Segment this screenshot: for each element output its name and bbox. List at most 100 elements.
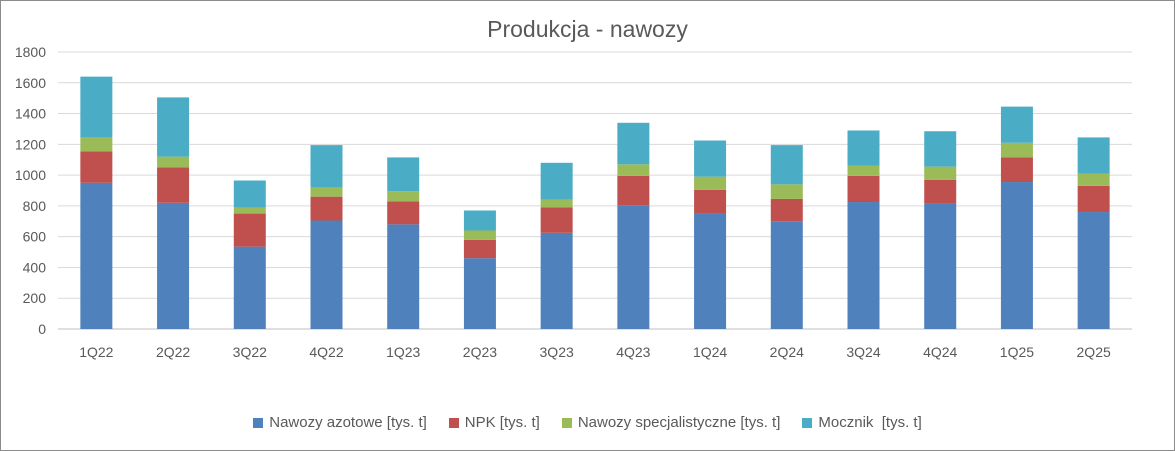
y-tick-label: 200 [23,290,47,306]
x-tick-label: 1Q24 [693,344,727,360]
bar-segment [80,151,113,183]
y-tick-label: 1600 [15,75,46,91]
bar-segment [1000,106,1033,143]
bar-segment [157,97,190,157]
bar-segment [540,199,573,208]
bar-segment [924,179,957,204]
legend-label: NPK [tys. t] [464,414,540,431]
legend-swatch [561,417,572,428]
bar-segment [80,137,113,152]
bar-segment [463,230,496,240]
bar-segment [310,145,343,188]
y-tick-label: 1000 [15,167,46,183]
bar-segment [157,167,190,203]
bar-segment [540,162,573,200]
legend-swatch [802,417,813,428]
bar-segment [233,213,266,247]
bar-segment [157,202,190,329]
bar-segment [694,140,727,177]
legend: Nawozy azotowe [tys. t] NPK [tys. t] Nawoz… [0,414,1175,431]
bar-segment [387,201,420,225]
legend-item: Nawozy specjalistyczne [tys. t] [561,414,781,431]
bar-segment [463,258,496,329]
y-tick-label: 0 [38,321,46,337]
bar-segment [1000,182,1033,329]
bar-segment [540,207,573,233]
bar-segment [847,175,880,203]
chart-title: Produkcja - nawozy [487,16,688,42]
bar-segment [770,184,803,199]
legend-label: Nawozy specjalistyczne [tys. t] [577,414,781,431]
bar-segment [847,165,880,176]
x-axis: 1Q22 2Q22 3Q22 4Q22 1Q23 2Q23 3Q23 4Q23 1Q24 2Q24… [79,344,1111,360]
x-tick-label: 3Q24 [846,344,880,360]
legend-item: Nawozy azotowe [tys. t] [253,414,427,431]
bar-segment [924,131,957,167]
bar-segment [80,182,113,329]
x-tick-label: 3Q23 [540,344,574,360]
gridlines [58,51,1132,330]
bar-segment [617,175,650,206]
legend-label: Mocznik [tys. t] [818,414,922,431]
bar-segment [847,130,880,166]
bar-segment [233,180,266,208]
bar-segment [387,191,420,202]
bar-segment [1077,137,1110,174]
y-tick-label: 600 [23,229,47,245]
legend-item: NPK [tys. t] [448,414,540,431]
x-tick-label: 2Q25 [1077,344,1111,360]
bar-segment [694,189,727,214]
x-tick-label: 2Q22 [156,344,190,360]
bars [80,76,1110,329]
legend-swatch [253,417,264,428]
bar-segment [617,122,650,165]
bar-segment [770,221,803,329]
bar-segment [387,224,420,329]
bar-segment [310,187,343,197]
bar-segment [617,164,650,176]
bar-segment [1077,212,1110,329]
bar-segment [1077,185,1110,213]
bar-segment [694,213,727,329]
bar-segment [540,232,573,329]
x-tick-label: 1Q22 [79,344,113,360]
bar-segment [924,166,957,180]
bar-segment [770,145,803,185]
bar-segment [233,207,266,214]
bar-segment [1000,157,1033,183]
bar-segment [310,220,343,329]
bar-segment [233,246,266,329]
bar-segment [1077,173,1110,186]
y-tick-label: 1800 [15,44,46,60]
x-tick-label: 4Q22 [309,344,343,360]
bar-segment [617,205,650,329]
y-axis: 0 200 400 600 800 1000 1200 1400 1600 1800 [15,44,46,337]
x-tick-label: 4Q24 [923,344,957,360]
bar-segment [310,196,343,221]
y-tick-label: 1200 [15,136,46,152]
x-tick-label: 2Q24 [770,344,804,360]
x-tick-label: 1Q23 [386,344,420,360]
y-tick-label: 1400 [15,106,46,122]
bar-segment [157,156,190,168]
y-tick-label: 400 [23,259,47,275]
legend-label: Nawozy azotowe [tys. t] [269,414,427,431]
bar-segment [924,203,957,329]
bar-segment [387,157,420,192]
x-tick-label: 1Q25 [1000,344,1034,360]
bar-segment [770,198,803,222]
bar-segment [694,176,727,190]
bar-segment [463,210,496,231]
legend-item: Mocznik [tys. t] [802,414,922,431]
bar-segment [847,202,880,329]
x-tick-label: 3Q22 [233,344,267,360]
x-tick-label: 4Q23 [616,344,650,360]
legend-swatch [448,417,459,428]
bar-segment [1000,142,1033,158]
x-tick-label: 2Q23 [463,344,497,360]
y-tick-label: 800 [23,198,47,214]
bar-segment [80,76,113,138]
bar-segment [463,239,496,259]
